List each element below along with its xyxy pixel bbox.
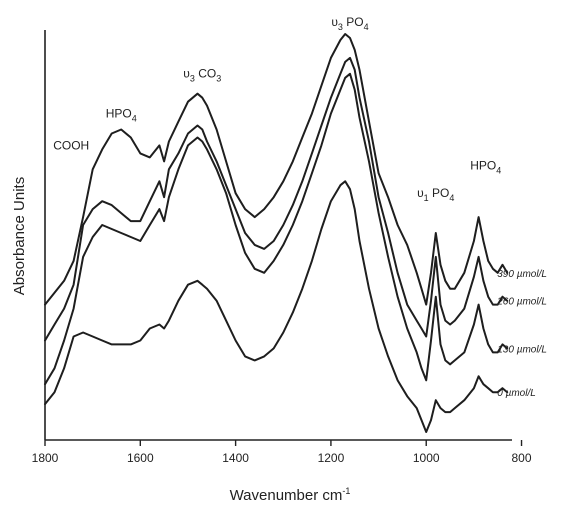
- y-axis-title: Absorbance Units: [11, 177, 28, 295]
- x-tick-label-1600: 1600: [127, 451, 154, 465]
- x-tick-label-1000: 1000: [413, 451, 440, 465]
- x-tick-label-800: 800: [512, 451, 532, 465]
- series-label-130-umol: 130 µmol/L: [497, 344, 547, 355]
- series-label-260-umol: 260 µmol/L: [496, 297, 547, 308]
- series-label-0-umol: 0 µmol/L: [497, 388, 536, 399]
- series-labels: 390 µmol/L 260 µmol/L 130 µmol/L 0 µmol/L: [496, 269, 547, 399]
- spectrum-line-0-umol: [44, 180, 509, 433]
- peak-label-v3-co3: υ3 CO3: [183, 67, 221, 84]
- x-tick-label-1200: 1200: [318, 451, 345, 465]
- spectrum-line-390-umol: [44, 33, 509, 306]
- peak-label-hpo4-right: HPO4: [470, 158, 501, 175]
- peak-label-cooh: COOH: [53, 138, 89, 152]
- x-axis-title-main: Wavenumber cm: [230, 487, 343, 504]
- axes: [44, 30, 512, 441]
- x-axis-title: Wavenumber cm-1: [230, 486, 351, 504]
- x-axis-title-sup: -1: [342, 486, 350, 496]
- spectra: [44, 33, 509, 433]
- x-tick-label-1400: 1400: [222, 451, 249, 465]
- x-ticks: 1800 1600 1400 1200 1000 800: [32, 440, 532, 465]
- peak-label-v1-po4: υ1 PO4: [417, 186, 454, 203]
- peak-label-v3-po4: υ3 PO4: [331, 15, 368, 32]
- series-label-390-umol: 390 µmol/L: [497, 269, 547, 280]
- x-tick-label-1800: 1800: [32, 451, 59, 465]
- spectrum-line-260-umol: [44, 56, 509, 342]
- peak-labels: COOH HPO4 υ3 CO3 υ3 PO4 υ1 PO4 HPO4: [53, 15, 501, 203]
- spectrum-line-130-umol: [44, 72, 509, 386]
- peak-label-hpo4-left: HPO4: [106, 107, 137, 124]
